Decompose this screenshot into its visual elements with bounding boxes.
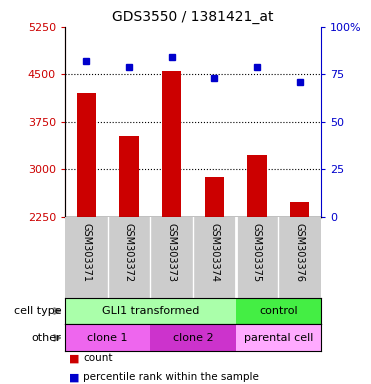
Text: GLI1 transformed: GLI1 transformed	[102, 306, 199, 316]
Text: count: count	[83, 353, 113, 363]
Text: percentile rank within the sample: percentile rank within the sample	[83, 372, 259, 382]
Text: clone 1: clone 1	[87, 333, 128, 343]
Text: GSM303371: GSM303371	[81, 223, 91, 282]
Text: GSM303372: GSM303372	[124, 223, 134, 283]
Bar	[236, 324, 321, 351]
Text: GSM303375: GSM303375	[252, 223, 262, 283]
Text: ■: ■	[69, 372, 79, 382]
Text: parental cell: parental cell	[244, 333, 313, 343]
Text: GSM303373: GSM303373	[167, 223, 177, 282]
Bar	[65, 298, 236, 324]
Bar	[77, 93, 96, 217]
Bar	[119, 136, 138, 217]
Bar	[290, 202, 309, 217]
Bar	[205, 177, 224, 217]
Text: ■: ■	[69, 353, 79, 363]
Title: GDS3550 / 1381421_at: GDS3550 / 1381421_at	[112, 10, 274, 25]
Text: cell type: cell type	[14, 306, 61, 316]
Text: GSM303376: GSM303376	[295, 223, 305, 282]
Bar	[150, 324, 236, 351]
Bar	[236, 298, 321, 324]
Bar	[65, 324, 150, 351]
Bar	[247, 155, 266, 217]
Text: other: other	[32, 333, 61, 343]
Text: GSM303374: GSM303374	[209, 223, 219, 282]
Text: clone 2: clone 2	[173, 333, 213, 343]
Text: control: control	[259, 306, 298, 316]
Bar	[162, 71, 181, 217]
